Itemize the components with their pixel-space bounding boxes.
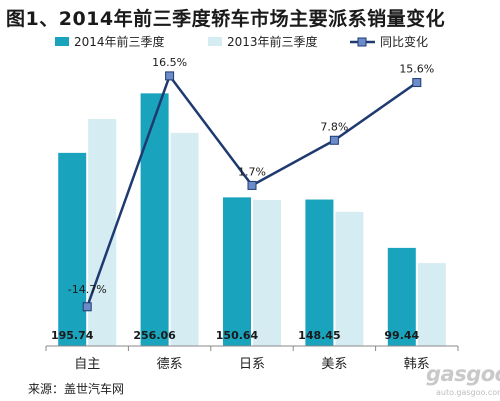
legend-marker-sample [357, 37, 367, 47]
x-tick-label: 自主 [74, 357, 100, 372]
watermark-logo: gasgoo [426, 362, 500, 386]
bar-2013 [335, 211, 364, 346]
bars-layer: 195.74 256.06 150.64 148.45 99.44 [51, 93, 446, 347]
yoy-value-label: 15.6% [399, 63, 434, 76]
bar-value-label: 99.44 [384, 329, 419, 342]
source-note: 来源：盖世汽车网 [28, 382, 125, 396]
yoy-marker [82, 302, 92, 312]
yoy-marker [412, 78, 422, 88]
legend-swatch-2014 [55, 37, 69, 46]
legend-label-2013: 2013年前三季度 [227, 34, 318, 49]
chart-title: 图1、2014年前三季度轿车市场主要派系销量变化 [6, 8, 446, 30]
bar-2014 [305, 199, 334, 346]
bar-value-label: 148.45 [298, 329, 340, 342]
x-tick-label: 德系 [157, 357, 183, 372]
legend-label-2014: 2014年前三季度 [74, 34, 165, 49]
yoy-marker [165, 71, 175, 81]
yoy-line [86, 74, 418, 308]
x-tick-label: 韩系 [404, 357, 430, 372]
bar-value-label: 150.64 [216, 329, 259, 342]
legend-swatch-2013 [208, 37, 222, 46]
yoy-value-label: 1.7% [238, 165, 266, 178]
bar-2014 [140, 93, 169, 347]
line-layer: -14.7% 16.5% 1.7% 7.8% 15.6% [68, 56, 434, 312]
bar-2013 [88, 119, 117, 346]
legend-label-yoy: 同比变化 [380, 34, 428, 49]
bar-2014 [223, 197, 251, 346]
yoy-value-label: 7.8% [320, 120, 348, 133]
x-axis: 自主 德系 日系 美系 韩系 [45, 345, 459, 372]
yoy-value-label: -14.7% [68, 283, 107, 296]
bar-value-label: 256.06 [133, 329, 176, 342]
x-tick-label: 日系 [239, 357, 265, 372]
watermark-url: auto.gasgoo.com [436, 388, 500, 397]
bar-2014 [58, 152, 87, 346]
bar-2013 [253, 199, 281, 346]
x-tick-label: 美系 [321, 357, 347, 372]
yoy-marker [247, 180, 257, 190]
bar-2013 [417, 263, 446, 346]
yoy-marker [329, 135, 339, 145]
bar-2014 [387, 247, 416, 346]
bar-2013 [170, 132, 199, 346]
legend: 2014年前三季度 2013年前三季度 同比变化 [55, 34, 428, 49]
bar-value-label: 195.74 [51, 329, 94, 342]
yoy-value-label: 16.5% [152, 56, 187, 69]
